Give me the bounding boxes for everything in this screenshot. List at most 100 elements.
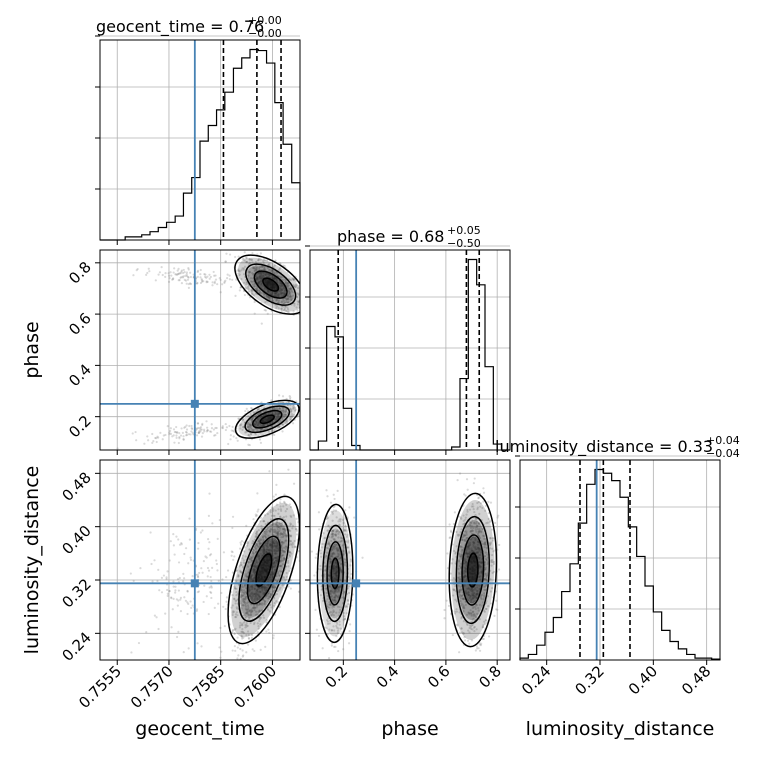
sample-point <box>262 259 265 263</box>
sample-point <box>335 575 339 578</box>
sample-point <box>252 606 255 610</box>
sample-point <box>328 622 331 625</box>
sample-point <box>328 578 331 582</box>
sample-point <box>270 571 273 575</box>
sample-point <box>478 567 481 570</box>
sample-point <box>210 591 213 595</box>
sample-point <box>333 599 336 602</box>
sample-point <box>254 261 257 264</box>
sample-point <box>240 630 243 634</box>
sample-point <box>338 623 341 626</box>
sample-point <box>331 555 334 558</box>
sample-point <box>457 590 461 593</box>
sample-point <box>457 571 461 575</box>
sample-point <box>335 564 339 568</box>
sample-point <box>460 554 463 557</box>
sample-point <box>198 427 201 430</box>
sample-point <box>483 563 487 566</box>
sample-point <box>478 564 481 567</box>
sample-point <box>314 556 317 559</box>
sample-point <box>243 585 246 588</box>
sample-point <box>273 291 277 295</box>
sample-point <box>185 428 189 431</box>
sample-point <box>177 267 180 270</box>
title-geocent-time: geocent_time = 0.76 <box>96 17 264 37</box>
sample-point <box>246 425 250 428</box>
sample-point <box>262 261 265 265</box>
sample-point <box>242 267 245 270</box>
sample-point <box>273 561 276 565</box>
sample-point <box>234 255 237 259</box>
title-geocent-time-sup: +0.00 <box>248 14 282 27</box>
sample-point <box>295 306 298 309</box>
sample-point <box>473 587 477 590</box>
sample-point <box>461 597 465 600</box>
sample-point <box>329 562 332 565</box>
sample-point <box>242 604 245 607</box>
sample-point <box>258 540 261 543</box>
sample-point <box>248 548 251 551</box>
sample-point <box>288 555 291 558</box>
sample-point <box>289 551 292 554</box>
sample-point <box>207 547 210 550</box>
sample-point <box>206 275 209 278</box>
sample-point <box>250 258 254 261</box>
sample-point <box>248 422 251 426</box>
sample-point <box>271 565 274 569</box>
sample-point <box>257 610 260 613</box>
sample-point <box>307 293 309 295</box>
sample-point <box>332 599 336 602</box>
sample-point <box>257 593 260 596</box>
sample-point <box>474 548 477 551</box>
sample-point <box>461 538 464 541</box>
sample-point <box>488 543 492 546</box>
sample-point <box>268 529 271 532</box>
sample-point <box>180 269 183 272</box>
sample-point <box>272 541 275 545</box>
sample-point <box>268 548 271 551</box>
x-tick-label: 0.48 <box>678 662 714 698</box>
sample-point <box>207 538 210 541</box>
sample-point <box>270 421 273 424</box>
sample-point <box>259 280 263 283</box>
sample-point <box>292 407 295 411</box>
sample-point <box>252 579 256 582</box>
sample-point <box>465 661 467 663</box>
sample-point <box>274 565 277 568</box>
sample-point <box>330 594 333 598</box>
sample-point <box>243 614 246 617</box>
sample-point <box>210 586 213 589</box>
sample-point <box>273 586 276 590</box>
sample-point <box>292 310 295 313</box>
sample-point <box>296 303 299 306</box>
sample-point <box>339 520 342 523</box>
sample-point <box>267 290 270 293</box>
sample-point <box>265 530 268 533</box>
sample-point <box>286 294 289 298</box>
sample-point <box>289 415 292 419</box>
sample-point <box>275 532 278 535</box>
sample-point <box>267 268 271 272</box>
sample-point <box>210 423 213 426</box>
sample-point <box>253 649 256 653</box>
sample-point <box>483 578 486 581</box>
sample-point <box>361 556 364 559</box>
sample-point <box>266 289 270 292</box>
sample-point <box>271 550 274 553</box>
sample-point <box>339 557 342 560</box>
sample-point <box>462 535 465 539</box>
sample-point <box>301 279 303 281</box>
sample-point <box>209 590 212 594</box>
sample-point <box>179 596 183 599</box>
sample-point <box>246 601 249 605</box>
sample-point <box>210 430 213 433</box>
sample-point <box>286 306 289 309</box>
sample-point <box>275 545 278 548</box>
sample-point <box>466 524 469 528</box>
sample-point <box>263 287 267 291</box>
sample-point <box>205 280 208 283</box>
sample-point <box>183 552 186 556</box>
sample-point <box>310 550 314 553</box>
sample-point <box>477 500 481 504</box>
sample-point <box>273 565 276 568</box>
